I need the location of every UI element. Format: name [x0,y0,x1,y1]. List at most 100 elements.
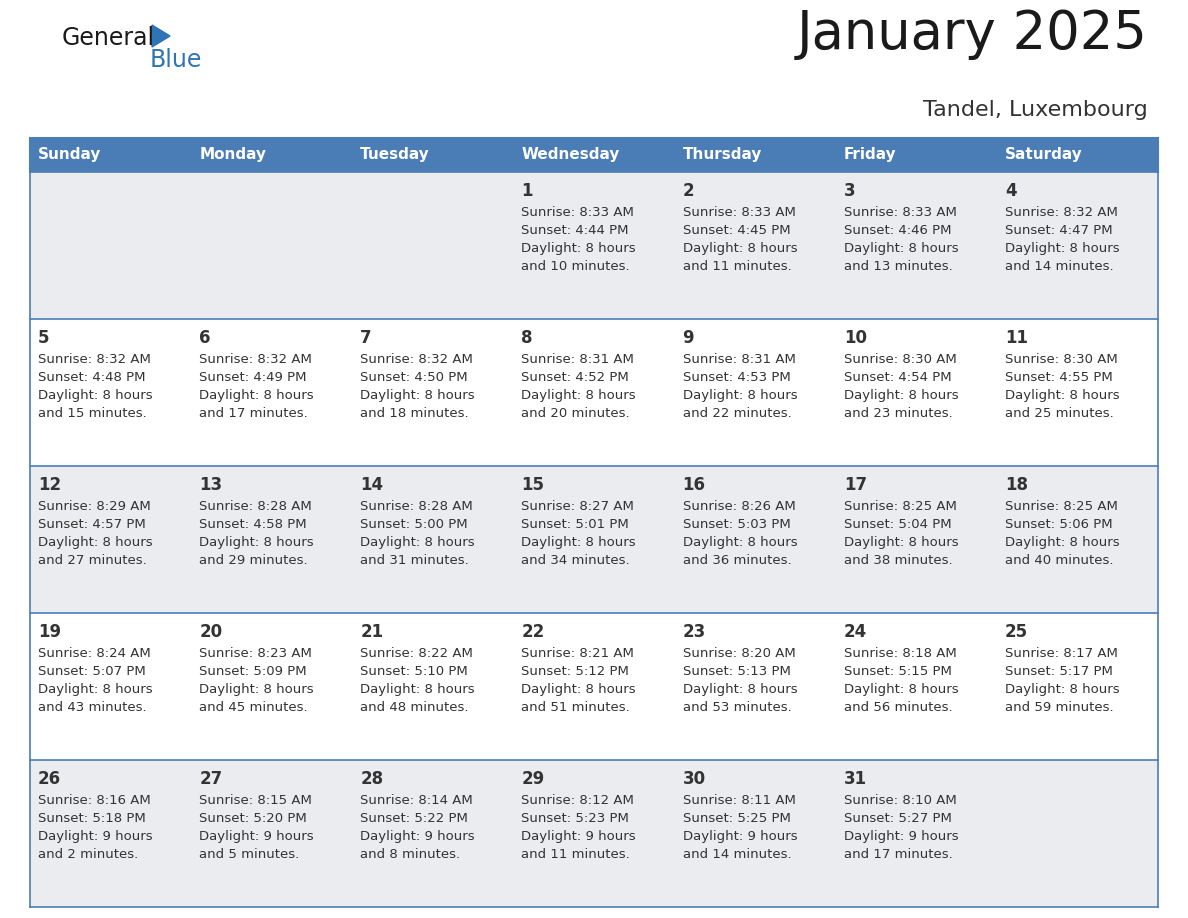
Text: 22: 22 [522,623,544,641]
Bar [835,319,997,466]
Text: Daylight: 8 hours: Daylight: 8 hours [683,389,797,402]
Bar [675,138,835,172]
Text: Daylight: 8 hours: Daylight: 8 hours [1005,536,1119,549]
Text: Daylight: 8 hours: Daylight: 8 hours [38,683,152,696]
Text: Sunrise: 8:10 AM: Sunrise: 8:10 AM [843,794,956,807]
Bar [30,172,191,319]
Text: Sunrise: 8:24 AM: Sunrise: 8:24 AM [38,647,151,660]
Bar [675,172,835,319]
Text: 29: 29 [522,770,544,788]
Text: Sunset: 5:22 PM: Sunset: 5:22 PM [360,812,468,825]
Text: Daylight: 8 hours: Daylight: 8 hours [843,683,959,696]
Text: and 29 minutes.: and 29 minutes. [200,554,308,567]
Text: Sunset: 4:46 PM: Sunset: 4:46 PM [843,224,952,237]
Text: and 31 minutes.: and 31 minutes. [360,554,469,567]
Bar [997,172,1158,319]
Text: Daylight: 8 hours: Daylight: 8 hours [200,683,314,696]
Bar [191,466,353,613]
Text: and 11 minutes.: and 11 minutes. [683,260,791,273]
Text: Sunrise: 8:33 AM: Sunrise: 8:33 AM [843,206,956,219]
Text: Sunset: 5:13 PM: Sunset: 5:13 PM [683,665,790,678]
Text: Daylight: 8 hours: Daylight: 8 hours [1005,683,1119,696]
Text: Sunset: 5:25 PM: Sunset: 5:25 PM [683,812,790,825]
Text: Monday: Monday [200,148,266,162]
Text: Saturday: Saturday [1005,148,1082,162]
Text: Sunrise: 8:15 AM: Sunrise: 8:15 AM [200,794,312,807]
Text: and 40 minutes.: and 40 minutes. [1005,554,1113,567]
Text: Sunset: 4:48 PM: Sunset: 4:48 PM [38,371,145,384]
Text: Sunset: 4:50 PM: Sunset: 4:50 PM [360,371,468,384]
Text: Tuesday: Tuesday [360,148,430,162]
Text: Daylight: 9 hours: Daylight: 9 hours [38,830,152,843]
Text: Sunset: 5:17 PM: Sunset: 5:17 PM [1005,665,1113,678]
Bar [997,613,1158,760]
Text: Sunrise: 8:33 AM: Sunrise: 8:33 AM [683,206,796,219]
Bar [997,466,1158,613]
Bar [30,138,191,172]
Text: 28: 28 [360,770,384,788]
Text: Sunrise: 8:12 AM: Sunrise: 8:12 AM [522,794,634,807]
Text: 14: 14 [360,476,384,494]
Text: Sunrise: 8:31 AM: Sunrise: 8:31 AM [522,353,634,366]
Text: 20: 20 [200,623,222,641]
Text: Sunrise: 8:17 AM: Sunrise: 8:17 AM [1005,647,1118,660]
Bar [353,613,513,760]
Text: Sunrise: 8:23 AM: Sunrise: 8:23 AM [200,647,312,660]
Bar [513,466,675,613]
Text: and 43 minutes.: and 43 minutes. [38,701,146,714]
Text: 2: 2 [683,182,694,200]
Text: 19: 19 [38,623,61,641]
Bar [30,138,1158,172]
Text: and 8 minutes.: and 8 minutes. [360,848,461,861]
Text: Daylight: 8 hours: Daylight: 8 hours [1005,389,1119,402]
Text: and 48 minutes.: and 48 minutes. [360,701,469,714]
Bar [513,138,675,172]
Bar [30,319,191,466]
Bar [835,138,997,172]
Text: Sunset: 4:57 PM: Sunset: 4:57 PM [38,518,146,531]
Text: and 56 minutes.: and 56 minutes. [843,701,953,714]
Text: 10: 10 [843,329,867,347]
Text: Daylight: 9 hours: Daylight: 9 hours [200,830,314,843]
Bar [835,172,997,319]
Text: and 14 minutes.: and 14 minutes. [683,848,791,861]
Text: Sunset: 4:44 PM: Sunset: 4:44 PM [522,224,628,237]
Text: Daylight: 8 hours: Daylight: 8 hours [38,536,152,549]
Text: 3: 3 [843,182,855,200]
Text: Sunset: 4:53 PM: Sunset: 4:53 PM [683,371,790,384]
Text: and 13 minutes.: and 13 minutes. [843,260,953,273]
Text: 13: 13 [200,476,222,494]
Text: Sunset: 5:07 PM: Sunset: 5:07 PM [38,665,146,678]
Text: 18: 18 [1005,476,1028,494]
Text: 12: 12 [38,476,61,494]
Bar [513,319,675,466]
Text: and 22 minutes.: and 22 minutes. [683,407,791,420]
Text: Thursday: Thursday [683,148,762,162]
Text: Daylight: 8 hours: Daylight: 8 hours [1005,242,1119,255]
Text: 8: 8 [522,329,533,347]
Text: 4: 4 [1005,182,1017,200]
Text: January 2025: January 2025 [797,8,1148,60]
Text: Daylight: 8 hours: Daylight: 8 hours [360,536,475,549]
Text: and 45 minutes.: and 45 minutes. [200,701,308,714]
Text: Sunset: 4:49 PM: Sunset: 4:49 PM [200,371,307,384]
Text: and 14 minutes.: and 14 minutes. [1005,260,1113,273]
Text: 6: 6 [200,329,210,347]
Bar [513,172,675,319]
Bar [675,466,835,613]
Bar [353,760,513,907]
Bar [513,613,675,760]
Text: Daylight: 8 hours: Daylight: 8 hours [200,536,314,549]
Bar [191,319,353,466]
Text: Sunset: 5:18 PM: Sunset: 5:18 PM [38,812,146,825]
Text: Tandel, Luxembourg: Tandel, Luxembourg [923,100,1148,120]
Text: Sunset: 5:04 PM: Sunset: 5:04 PM [843,518,952,531]
Text: Daylight: 8 hours: Daylight: 8 hours [200,389,314,402]
Text: Sunset: 4:47 PM: Sunset: 4:47 PM [1005,224,1112,237]
Text: Sunset: 5:15 PM: Sunset: 5:15 PM [843,665,952,678]
Text: Friday: Friday [843,148,896,162]
Text: Sunrise: 8:30 AM: Sunrise: 8:30 AM [843,353,956,366]
Bar [30,613,191,760]
Bar [30,760,191,907]
Text: Daylight: 8 hours: Daylight: 8 hours [683,683,797,696]
